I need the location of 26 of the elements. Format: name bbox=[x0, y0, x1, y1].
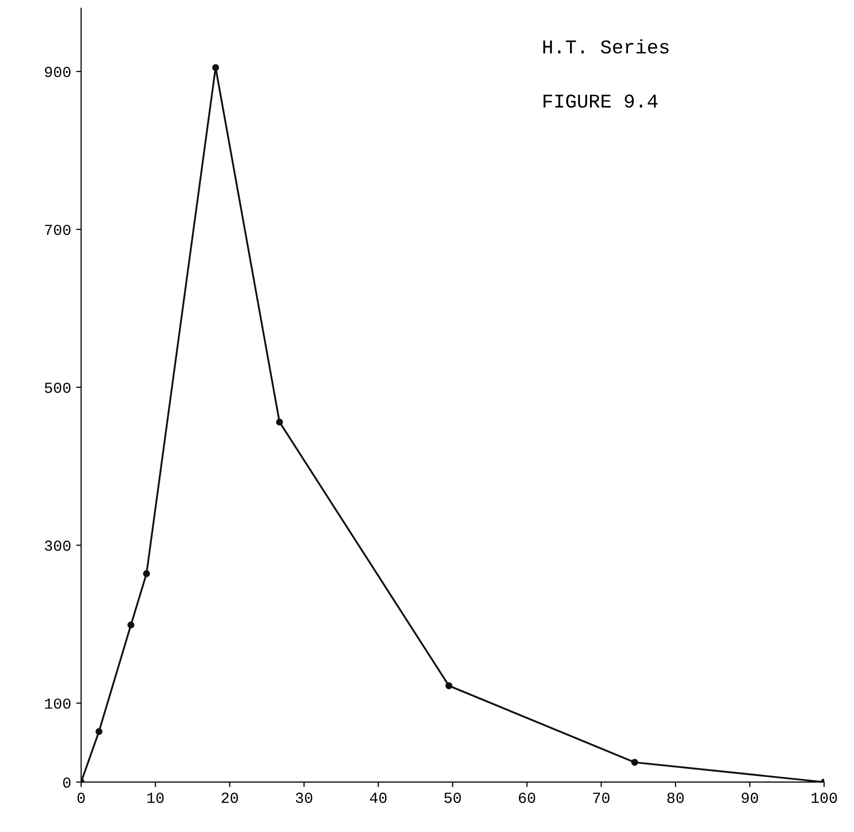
x-tick-label: 50 bbox=[444, 792, 461, 804]
point bbox=[631, 758, 638, 766]
text: FIGURE 9.4 bbox=[544, 94, 658, 108]
x-tick-label: 100 bbox=[811, 792, 837, 804]
x-tick-label: 40 bbox=[370, 792, 387, 804]
x-tick-label: 10 bbox=[147, 792, 164, 804]
y-tick-label: 100 bbox=[45, 698, 70, 709]
point bbox=[212, 64, 220, 72]
y-tick-label: 300 bbox=[44, 540, 70, 551]
point bbox=[95, 728, 102, 736]
x-tick-label: 20 bbox=[222, 792, 238, 804]
y-tick-label: 700 bbox=[45, 224, 70, 236]
point bbox=[276, 418, 283, 426]
x-tick-label: 30 bbox=[296, 792, 312, 804]
y-tick-label: 0 bbox=[63, 777, 70, 788]
x-tick-label: 80 bbox=[667, 792, 684, 804]
x-tick-label: 90 bbox=[742, 792, 758, 804]
point bbox=[143, 570, 150, 578]
point bbox=[127, 621, 134, 628]
point bbox=[445, 682, 452, 690]
x-tick-label: 70 bbox=[593, 792, 610, 804]
x-tick-label: 60 bbox=[518, 792, 536, 804]
x-tick-label: 0 bbox=[77, 792, 85, 804]
text: H.T. Series bbox=[543, 39, 669, 54]
y-tick-label: 900 bbox=[44, 66, 70, 78]
y-tick-label: 500 bbox=[44, 382, 70, 393]
